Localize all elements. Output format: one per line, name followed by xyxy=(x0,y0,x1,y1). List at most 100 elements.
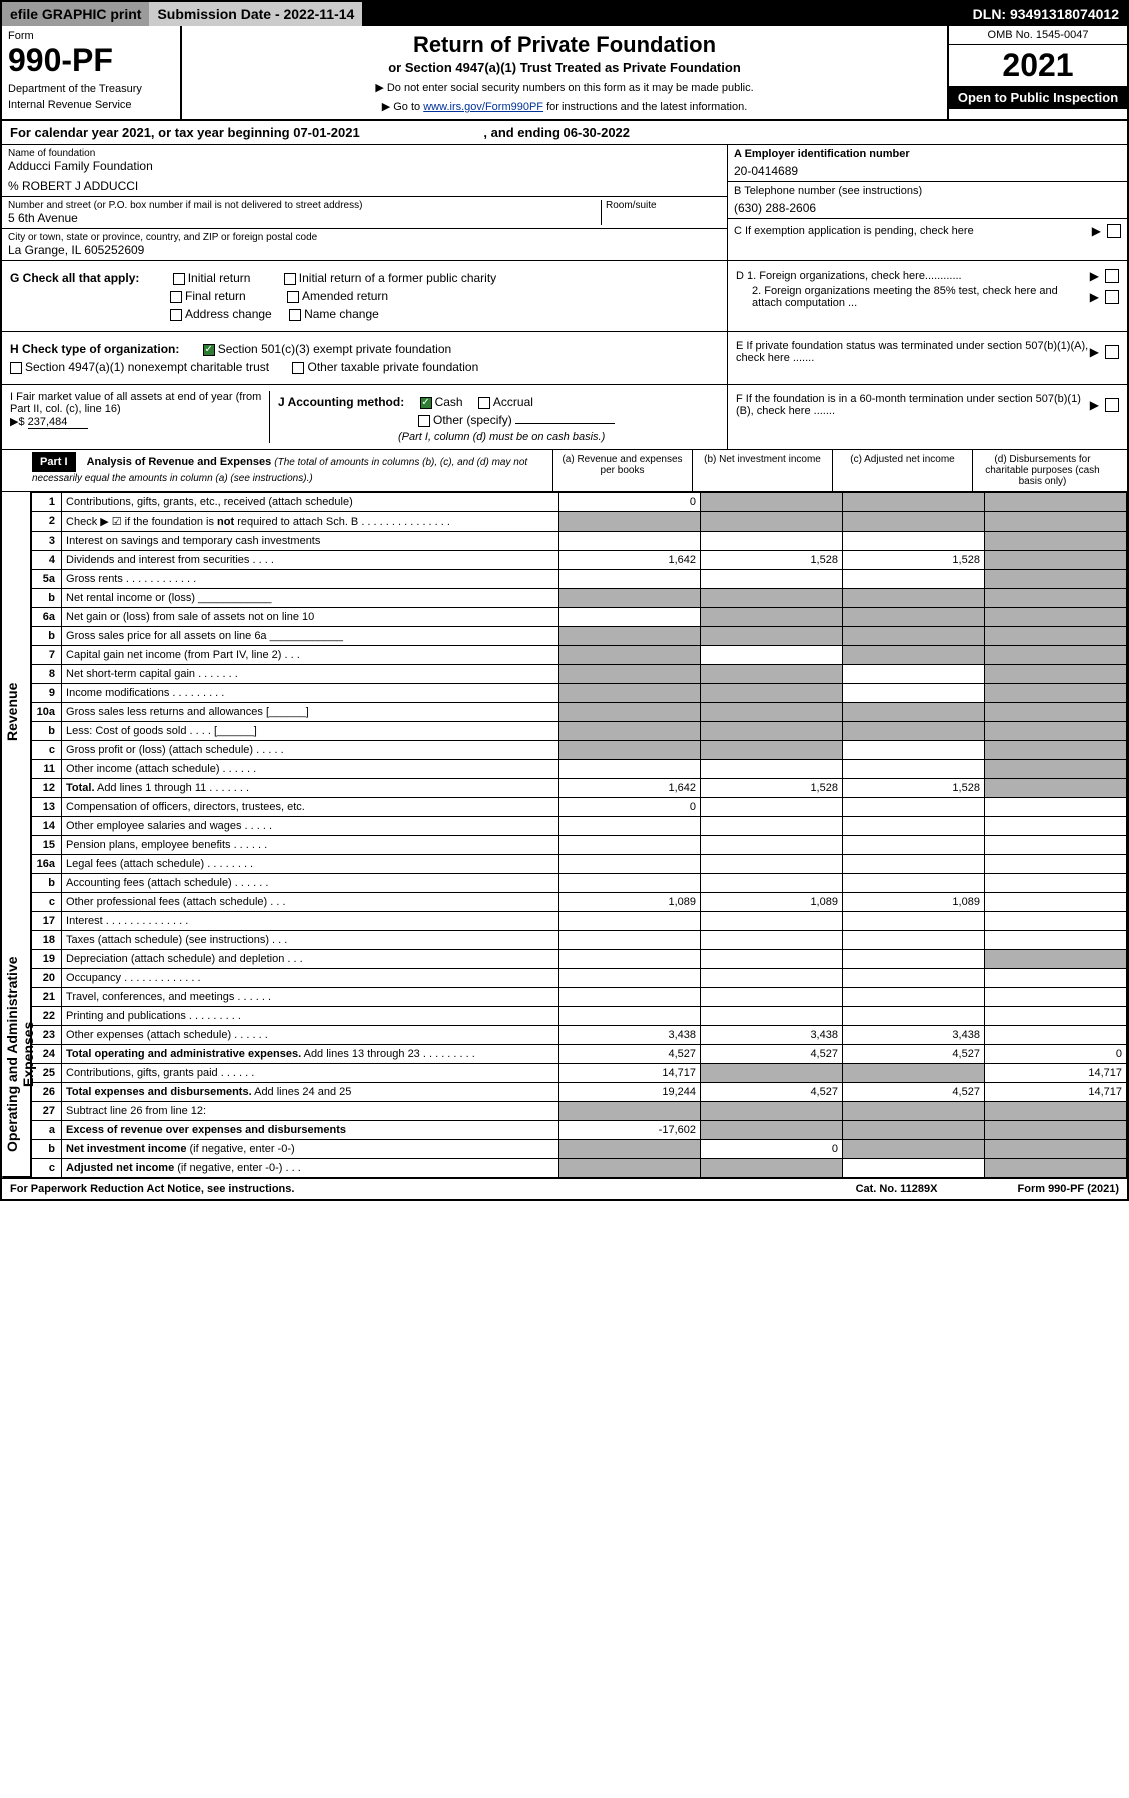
c-checkbox[interactable] xyxy=(1107,224,1121,238)
cell-b xyxy=(700,931,842,950)
col-d-header: (d) Disbursements for charitable purpose… xyxy=(972,450,1112,491)
ij-section: I Fair market value of all assets at end… xyxy=(2,385,1127,450)
line-number: 19 xyxy=(32,950,62,969)
line-number: c xyxy=(32,893,62,912)
table-row: 3Interest on savings and temporary cash … xyxy=(32,532,1127,551)
cell-a: 0 xyxy=(559,493,701,512)
501c3-checkbox[interactable] xyxy=(203,344,215,356)
table-row: 8Net short-term capital gain . . . . . .… xyxy=(32,665,1127,684)
arrow-icon: ▶ xyxy=(1092,224,1101,238)
i-value: 237,484 xyxy=(28,416,88,429)
table-row: 6aNet gain or (loss) from sale of assets… xyxy=(32,608,1127,627)
cell-b xyxy=(700,1102,842,1121)
line-number: 3 xyxy=(32,532,62,551)
line-desc: Capital gain net income (from Part IV, l… xyxy=(62,646,559,665)
line-desc: Net short-term capital gain . . . . . . … xyxy=(62,665,559,684)
cell-a xyxy=(559,1102,701,1121)
cell-b xyxy=(700,969,842,988)
line-number: 2 xyxy=(32,512,62,532)
cell-a xyxy=(559,931,701,950)
cell-c: 1,528 xyxy=(842,551,984,570)
room-label: Room/suite xyxy=(606,200,721,211)
d1-label: D 1. Foreign organizations, check here..… xyxy=(736,270,1090,282)
line-desc: Interest on savings and temporary cash i… xyxy=(62,532,559,551)
cell-b: 4,527 xyxy=(700,1083,842,1102)
cell-c: 1,528 xyxy=(842,779,984,798)
line-number: 18 xyxy=(32,931,62,950)
cell-c xyxy=(842,722,984,741)
opt-initial: Initial return xyxy=(188,271,251,285)
line-desc: Pension plans, employee benefits . . . .… xyxy=(62,836,559,855)
cell-b xyxy=(700,646,842,665)
cell-c xyxy=(842,703,984,722)
opt-addr: Address change xyxy=(185,307,272,321)
name-change-checkbox[interactable] xyxy=(289,309,301,321)
arrow-icon: ▶ xyxy=(1090,398,1099,412)
opt-4947: Section 4947(a)(1) nonexempt charitable … xyxy=(25,360,269,374)
table-row: 25Contributions, gifts, grants paid . . … xyxy=(32,1064,1127,1083)
cell-b xyxy=(700,1064,842,1083)
cell-a xyxy=(559,760,701,779)
e-checkbox[interactable] xyxy=(1105,345,1119,359)
line-number: 1 xyxy=(32,493,62,512)
cell-d xyxy=(984,703,1126,722)
line-number: 9 xyxy=(32,684,62,703)
arrow-icon: ▶ xyxy=(1090,269,1099,283)
cell-c xyxy=(842,912,984,931)
cell-d xyxy=(984,1102,1126,1121)
f-checkbox[interactable] xyxy=(1105,398,1119,412)
table-row: 20Occupancy . . . . . . . . . . . . . xyxy=(32,969,1127,988)
form-header: Form 990-PF Department of the Treasury I… xyxy=(2,26,1127,121)
4947a1-checkbox[interactable] xyxy=(10,362,22,374)
cell-c xyxy=(842,1140,984,1159)
cell-d xyxy=(984,1159,1126,1178)
former-charity-checkbox[interactable] xyxy=(284,273,296,285)
line-number: 7 xyxy=(32,646,62,665)
cell-c xyxy=(842,1007,984,1026)
analysis-table: 1Contributions, gifts, grants, etc., rec… xyxy=(31,492,1127,1178)
line-desc: Gross rents . . . . . . . . . . . . xyxy=(62,570,559,589)
initial-return-checkbox[interactable] xyxy=(173,273,185,285)
line-number: 15 xyxy=(32,836,62,855)
final-return-checkbox[interactable] xyxy=(170,291,182,303)
h-section: H Check type of organization: Section 50… xyxy=(2,332,1127,385)
cell-c xyxy=(842,798,984,817)
cell-d xyxy=(984,855,1126,874)
efile-label: efile GRAPHIC print xyxy=(2,2,149,26)
cash-checkbox[interactable] xyxy=(420,397,432,409)
line-number: 26 xyxy=(32,1083,62,1102)
line-number: 11 xyxy=(32,760,62,779)
other-method-checkbox[interactable] xyxy=(418,415,430,427)
cell-c xyxy=(842,855,984,874)
part1-badge: Part I xyxy=(32,452,76,472)
table-row: 1Contributions, gifts, grants, etc., rec… xyxy=(32,493,1127,512)
amended-checkbox[interactable] xyxy=(287,291,299,303)
cell-c xyxy=(842,741,984,760)
cell-a xyxy=(559,741,701,760)
d2-checkbox[interactable] xyxy=(1105,290,1119,304)
line-desc: Dividends and interest from securities .… xyxy=(62,551,559,570)
accrual-checkbox[interactable] xyxy=(478,397,490,409)
table-row: 11Other income (attach schedule) . . . .… xyxy=(32,760,1127,779)
table-row: bNet rental income or (loss) ___________… xyxy=(32,589,1127,608)
line-number: b xyxy=(32,722,62,741)
cell-a xyxy=(559,684,701,703)
cell-a: 1,642 xyxy=(559,551,701,570)
d1-checkbox[interactable] xyxy=(1105,269,1119,283)
cell-d xyxy=(984,1121,1126,1140)
j-label: J Accounting method: xyxy=(278,395,404,409)
other-taxable-checkbox[interactable] xyxy=(292,362,304,374)
cell-a: 14,717 xyxy=(559,1064,701,1083)
irs-link[interactable]: www.irs.gov/Form990PF xyxy=(423,101,543,113)
address-change-checkbox[interactable] xyxy=(170,309,182,321)
line-number: 22 xyxy=(32,1007,62,1026)
line-desc: Contributions, gifts, grants paid . . . … xyxy=(62,1064,559,1083)
line-desc: Other expenses (attach schedule) . . . .… xyxy=(62,1026,559,1045)
cell-b xyxy=(700,1121,842,1140)
cell-d xyxy=(984,817,1126,836)
line-desc: Check ▶ ☑ if the foundation is not requi… xyxy=(62,512,559,532)
cell-a xyxy=(559,836,701,855)
cell-b xyxy=(700,684,842,703)
cell-d xyxy=(984,988,1126,1007)
table-row: aExcess of revenue over expenses and dis… xyxy=(32,1121,1127,1140)
